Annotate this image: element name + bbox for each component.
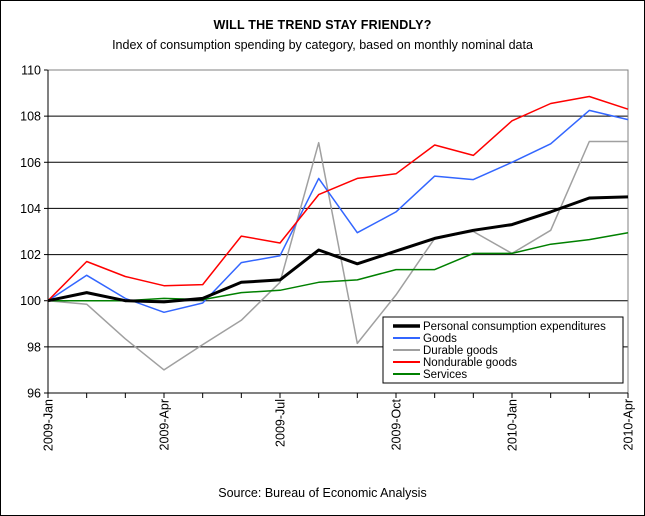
x-tick-label: 2010-Jan <box>506 399 520 451</box>
x-tick-label: 2009-Apr <box>158 399 172 450</box>
x-tick-label: 2009-Jul <box>274 399 288 447</box>
chart-source: Source: Bureau of Economic Analysis <box>218 486 427 500</box>
y-tick-label: 96 <box>27 387 41 401</box>
series-line-personal-consumption-expenditures <box>47 195 629 304</box>
legend <box>382 316 624 384</box>
legend-label: Durable goods <box>423 345 498 357</box>
series-line-services <box>48 231 629 302</box>
y-tick-label: 104 <box>20 202 41 216</box>
legend-label: Personal consumption expenditures <box>423 321 606 333</box>
legend-label: Services <box>423 369 467 381</box>
series-line-durable-goods <box>47 140 628 371</box>
x-tick-label: 2010-Apr <box>622 399 636 450</box>
y-tick-label: 106 <box>20 156 41 170</box>
legend-label: Goods <box>423 333 457 345</box>
legend-label: Nondurable goods <box>423 357 517 369</box>
y-tick-label: 100 <box>20 294 41 308</box>
chart-subtitle: Index of consumption spending by categor… <box>112 38 533 52</box>
y-tick-label: 102 <box>20 248 41 262</box>
y-tick-label: 98 <box>27 340 41 354</box>
series-line-nondurable-goods <box>47 95 629 302</box>
x-tick-label: 2009-Oct <box>390 398 404 450</box>
x-tick-label: 2009-Jan <box>42 399 56 451</box>
y-tick-label: 108 <box>20 110 41 124</box>
series-line-goods <box>47 109 629 314</box>
chart-title: WILL THE TREND STAY FRIENDLY? <box>213 18 432 32</box>
y-tick-label: 110 <box>21 64 41 78</box>
